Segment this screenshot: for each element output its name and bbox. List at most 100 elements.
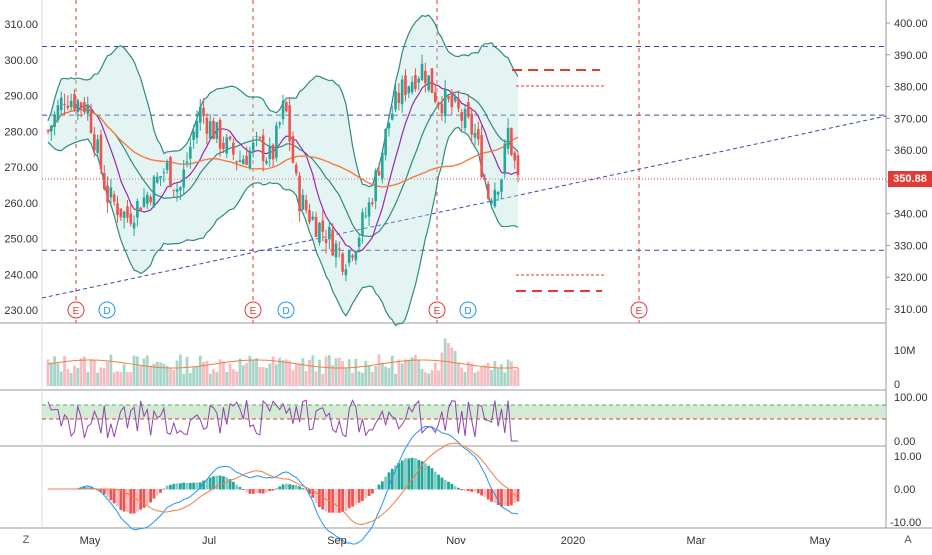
macd-histogram-bar [460, 489, 464, 491]
candle-body [79, 102, 83, 108]
rsi-panel[interactable] [42, 399, 886, 442]
volume-bar [503, 372, 507, 386]
candle-body [73, 94, 76, 110]
candle-body [450, 95, 454, 107]
macd-histogram-bar [145, 489, 149, 506]
candle-body [510, 128, 513, 155]
volume-bar [377, 354, 381, 386]
corner-left-button[interactable]: Z [18, 532, 34, 548]
z-label: Z [22, 534, 30, 546]
volume-bar [162, 363, 166, 386]
axes: 310.00 300.00 290.00 280.00 270.00 260.00 250.… [4, 18, 927, 547]
volume-bar [291, 370, 295, 386]
macd-histogram-bar [463, 489, 467, 491]
macd-histogram-bar [159, 489, 162, 493]
macd-histogram-bar [112, 489, 116, 504]
volume-bar [370, 371, 374, 386]
candle-body [106, 185, 109, 203]
volume-bar [318, 359, 321, 386]
candle-body [93, 134, 96, 151]
candle-body [155, 176, 159, 183]
macd-histogram-bar [397, 463, 401, 490]
candle-body [159, 176, 162, 178]
candle-body [390, 113, 394, 120]
volume-bar [139, 366, 143, 386]
macd-histogram-bar [423, 463, 427, 490]
volume-bar [76, 367, 80, 386]
candle-body [122, 211, 126, 218]
volume-bar [367, 365, 371, 386]
macd-histogram-bar [384, 476, 388, 490]
macd-histogram-bar [337, 489, 341, 513]
macd-tick: 10.00 [894, 451, 922, 463]
candle-body [400, 79, 404, 105]
volume-bar [364, 360, 368, 386]
volume-bar [258, 366, 262, 386]
volume-bar [192, 367, 196, 386]
moving-average-short [47, 81, 519, 253]
candle-body [182, 169, 186, 188]
volume-bar [92, 360, 96, 386]
a-label: A [904, 534, 912, 546]
rsi-tick: 100.00 [894, 392, 928, 404]
candle-body [146, 194, 149, 204]
volume-bar [63, 356, 66, 386]
candle-body [285, 102, 288, 112]
candle-body [460, 112, 464, 121]
candle-body [66, 105, 70, 108]
volume-bar [516, 367, 520, 386]
candle-body [53, 114, 56, 127]
rsi-tick: 0.00 [894, 436, 915, 448]
volume-bar [278, 357, 282, 386]
candle-body [384, 128, 387, 156]
macd-histogram-bar [380, 481, 384, 490]
event-marker [630, 301, 648, 319]
candle-body [76, 100, 80, 113]
volume-bar [450, 347, 454, 386]
volume-bar [294, 364, 298, 386]
macd-histogram-bar [400, 460, 404, 490]
candle-body [347, 250, 351, 263]
volume-bar [152, 363, 156, 386]
volume-bar [268, 363, 272, 386]
volume-bar [165, 366, 169, 386]
right-axis-tick: 380.00 [894, 82, 928, 94]
candle-body [516, 155, 520, 176]
volume-bar [235, 371, 239, 386]
right-axis-tick: 330.00 [894, 240, 928, 252]
macd-histogram-bar [228, 479, 232, 490]
macd-histogram-bar [126, 489, 129, 513]
candle-body [165, 162, 169, 170]
macd-histogram-bar [490, 489, 493, 502]
volume-panel[interactable] [46, 338, 520, 386]
candle-body [424, 70, 427, 84]
macd-histogram-bar [169, 484, 172, 490]
corner-right-button[interactable]: A [900, 532, 916, 548]
volume-bar [433, 362, 437, 386]
volume-bar [374, 366, 378, 386]
macd-histogram-bar [314, 489, 318, 504]
macd-panel[interactable] [46, 426, 520, 545]
volume-bar [331, 365, 335, 386]
candle-body [473, 132, 477, 138]
candle-body [281, 100, 285, 120]
time-axis-label: May [80, 535, 101, 547]
macd-histogram-bar [334, 489, 338, 513]
volume-tick: 10M [894, 345, 915, 357]
candle-body [288, 105, 291, 142]
macd-histogram-bar [165, 485, 169, 490]
macd-histogram-bar [394, 465, 397, 490]
volume-bar [126, 371, 129, 386]
macd-histogram-bar [453, 486, 457, 490]
macd-histogram-bar [182, 482, 186, 490]
volume-bar [86, 371, 90, 386]
volume-bar [513, 369, 517, 386]
candle-body [112, 194, 116, 202]
volume-bar [400, 363, 404, 386]
volume-bar [218, 359, 222, 386]
macd-histogram-bar [466, 489, 470, 491]
macd-histogram-bar [235, 484, 239, 490]
